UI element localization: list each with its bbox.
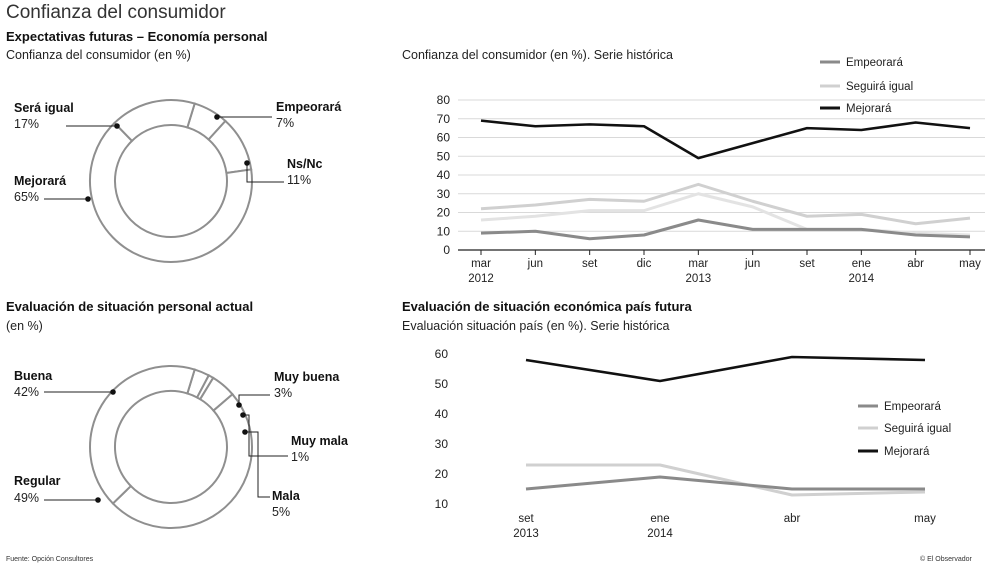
line2-xtick-1-year: 2014 xyxy=(647,528,673,540)
leader-mala xyxy=(245,431,270,498)
donut1-slice-mejorara xyxy=(89,121,253,263)
leader-mejorara-dot xyxy=(85,196,91,202)
donut2-subtitle: (en %) xyxy=(6,319,43,333)
donut2-label-muy-mala: Muy mala xyxy=(291,434,348,448)
donut2-label-mala: Mala xyxy=(272,489,300,503)
line2-series-seguira-igual xyxy=(526,463,926,497)
donut1-subtitle: Confianza del consumidor (en %) xyxy=(6,48,191,62)
donut2-value-buena: 42% xyxy=(14,385,40,399)
line2-ytick-20: 20 xyxy=(435,467,449,481)
donut2-value-mala: 5% xyxy=(272,505,291,519)
line1-xtick-3: dic xyxy=(637,258,652,270)
donut2-ring xyxy=(89,365,253,529)
line1-series-seguira-igual xyxy=(480,182,971,226)
leader-regular-dot xyxy=(95,497,101,503)
line1-series-empeorara xyxy=(480,218,971,241)
line1-xtick-4-year: 2013 xyxy=(686,273,712,285)
line1-xtick-7: ene xyxy=(852,258,871,270)
leader-lines xyxy=(44,114,288,503)
line2-xtick-2: abr xyxy=(784,513,801,525)
line2-title: Evaluación de situación económica país f… xyxy=(402,299,692,314)
line1-xtick-9: may xyxy=(959,258,981,270)
line2-ytick-30: 30 xyxy=(435,437,449,451)
credit-note: © El Observador xyxy=(920,556,972,563)
line1-ytick-40: 40 xyxy=(437,168,451,182)
donut1-value-nsnc: 11% xyxy=(287,173,312,187)
donut2-slice-buena xyxy=(89,365,196,505)
line2-series-mejorara xyxy=(525,355,926,383)
donut1-slice-sera-igual xyxy=(113,99,196,143)
donut1-label-mejorara: Mejorará xyxy=(14,174,67,188)
donut1-ring xyxy=(89,99,253,263)
line2-xtick-1: ene xyxy=(650,513,669,525)
donut1-label-nsnc: Ns/Nc xyxy=(287,157,323,171)
line2-plot: 10 20 30 40 50 60 set 2013 ene 2014 abr may Empeorar… xyxy=(435,347,952,540)
leader-muy-mala-dot xyxy=(240,412,246,418)
line1-xtick-0-year: 2012 xyxy=(468,273,494,285)
line1-series-extra xyxy=(480,192,971,237)
line1-ytick-50: 50 xyxy=(437,149,451,163)
source-note: Fuente: Opción Consultores xyxy=(6,556,94,563)
line2-subtitle: Evaluación situación país (en %). Serie … xyxy=(402,319,670,333)
line2-xtick-3: may xyxy=(914,513,936,525)
donut1-value-mejorara: 65% xyxy=(14,190,40,204)
line1-ytick-30: 30 xyxy=(437,187,451,201)
leader-muy-buena-dot xyxy=(236,402,242,408)
line2-series-empeorara xyxy=(525,475,925,491)
donut1-label-sera-igual: Será igual xyxy=(14,101,74,115)
donut1-value-sera-igual: 17% xyxy=(14,117,40,131)
line1-xtick-4: mar xyxy=(688,258,708,270)
donut1-label-empeorara: Empeorará xyxy=(276,100,342,114)
donut1-title: Expectativas futuras – Economía personal xyxy=(6,29,268,44)
donut2-slice-regular xyxy=(111,392,253,529)
line1-xtick-0: mar xyxy=(471,258,491,270)
leader-sera-igual-dot xyxy=(114,123,120,129)
line1-plot: 0 10 20 30 40 50 60 70 80 mar 2012 jun set dic mar 2013… xyxy=(437,57,985,285)
line1-title: Confianza del consumidor (en %). Serie h… xyxy=(402,48,673,62)
line1-xtick-5: jun xyxy=(744,258,760,270)
line1-legend-empeorara: Empeorará xyxy=(846,57,903,69)
line1-legend-seguira-igual: Seguirá igual xyxy=(846,81,913,93)
line1-xtick-8: abr xyxy=(907,258,924,270)
line1-ytick-0: 0 xyxy=(443,243,450,257)
donut1-value-empeorara: 7% xyxy=(276,116,295,130)
line1-xtick-7-year: 2014 xyxy=(849,273,875,285)
leader-mala-dot xyxy=(242,429,248,435)
donut2-label-muy-buena: Muy buena xyxy=(274,370,340,384)
donut2-value-regular: 49% xyxy=(14,491,40,505)
line2-xtick-0-year: 2013 xyxy=(513,528,539,540)
line2-legend-empeorara: Empeorará xyxy=(884,401,941,413)
page-title: Confianza del consumidor xyxy=(6,2,226,23)
line1-ytick-70: 70 xyxy=(437,112,451,126)
leader-empeorara-dot xyxy=(214,114,220,120)
line1-ytick-80: 80 xyxy=(437,93,451,107)
donut2-value-muy-buena: 3% xyxy=(274,386,293,400)
line2-legend-mejorara: Mejorará xyxy=(884,446,930,458)
donut2-label-buena: Buena xyxy=(14,369,53,383)
line2-xtick-0: set xyxy=(518,513,534,525)
leader-muy-buena xyxy=(238,394,270,405)
donut2-label-regular: Regular xyxy=(14,474,61,488)
donut2-title: Evaluación de situación personal actual xyxy=(6,299,254,314)
donut2-value-muy-mala: 1% xyxy=(291,450,310,464)
line2-legend-seguira-igual: Seguirá igual xyxy=(884,423,951,435)
line1-series-mejorara xyxy=(480,119,971,160)
leader-nsnc xyxy=(246,163,284,183)
line2-ytick-50: 50 xyxy=(435,377,449,391)
leader-buena-dot xyxy=(110,389,116,395)
line1-legend-mejorara: Mejorará xyxy=(846,103,892,115)
line2-ytick-60: 60 xyxy=(435,347,449,361)
line2-ytick-40: 40 xyxy=(435,407,449,421)
line1-ytick-20: 20 xyxy=(437,206,451,220)
line1-xtick-6: set xyxy=(799,258,815,270)
line2-ytick-10: 10 xyxy=(435,497,449,511)
line1-xtick-1: jun xyxy=(527,258,543,270)
line1-ytick-60: 60 xyxy=(437,131,451,145)
line1-xtick-2: set xyxy=(582,258,598,270)
leader-nsnc-dot xyxy=(244,160,250,166)
line1-ytick-10: 10 xyxy=(437,224,451,238)
leader-muy-mala xyxy=(243,414,288,457)
